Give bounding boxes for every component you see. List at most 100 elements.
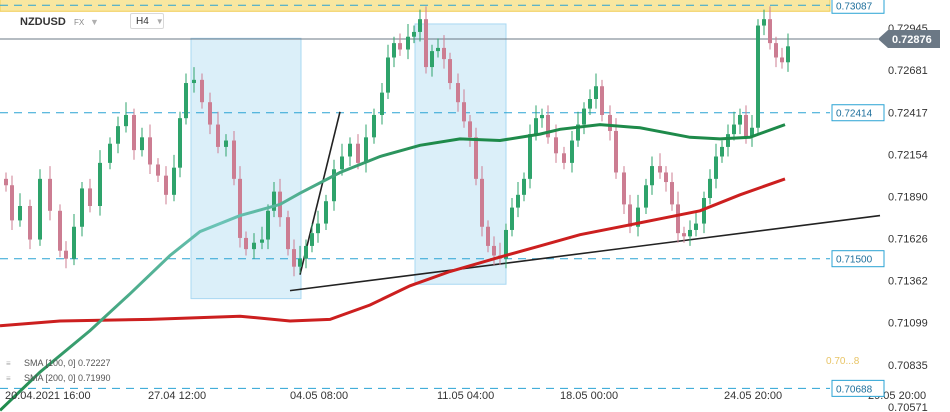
candle-body [708,178,712,199]
candle-body [216,124,220,147]
time-tick-label: 18.05 00:00 [560,390,618,402]
candle-body [468,121,472,138]
candle-body [172,167,176,195]
candle-body [424,19,428,68]
candle-body [310,233,314,246]
label-faded: 0.70...8 [826,356,860,367]
candle-body [252,242,256,250]
candle-body [738,114,742,125]
candle-body [462,102,466,122]
candle-body [594,86,598,100]
candle-body [418,19,422,32]
candle-body [238,178,242,238]
candle-body [316,223,320,234]
trendline [289,214,881,292]
candle-body [658,166,662,173]
candle-body [232,140,236,179]
candle-body [650,166,654,186]
candle-body [504,229,508,259]
candle-body [88,188,92,206]
label-support1-bg [831,104,885,122]
sma200-line [0,177,786,328]
candle-body [726,134,730,147]
candle-body [72,226,76,259]
candle-body [670,182,674,205]
candle-body [286,217,290,250]
candle-body [492,245,496,256]
candle-body [304,245,308,259]
candle-body [436,47,440,52]
candle-body [406,36,410,50]
chevron-down-icon: ▼ [155,16,164,26]
label-support2: 0.71500 [836,255,873,266]
candle-body [576,124,580,141]
candle-body [786,46,790,63]
candle-body [178,118,182,168]
legend-sma100-label: SMA [100, 0] 0.72227 [24,358,111,368]
candle-body [18,206,22,221]
candle-body [364,137,368,163]
candle-body [442,47,446,60]
candle-body [614,130,618,173]
candle-body [522,178,526,195]
candle-body [156,164,160,176]
candle-body [28,206,32,240]
price-tick-label: 0.70571 [888,402,928,412]
candle-body [480,178,484,227]
candle-body [430,51,434,68]
moving-averages [0,123,786,412]
price-tick-label: 0.72417 [888,107,928,119]
label-resistance: 0.73087 [836,1,873,12]
highlight-zone [414,23,507,285]
legend-sma200[interactable]: ≡ SMA [200, 0] 0.71990 [6,373,111,383]
drag-handle-icon[interactable]: ≡ [6,358,11,368]
candle-body [260,239,264,243]
price-tick-label: 0.72154 [888,149,928,161]
symbol-dropdown-icon[interactable]: ▼ [90,17,99,27]
candle-body [474,137,478,179]
candle-body [412,31,416,37]
legend-sma100[interactable]: ≡ SMA [100, 0] 0.72227 [6,358,111,368]
candle-body [356,143,360,163]
drag-handle-icon[interactable]: ≡ [6,373,11,383]
candle-body [694,223,698,230]
candle-body [164,175,168,195]
label-low-bg [831,379,885,397]
candle-body [386,57,390,93]
price-tick-label: 0.71890 [888,191,928,203]
candle-body [600,86,604,115]
candle-body [10,185,14,221]
highlight-zone [190,37,302,300]
candle-body [244,237,248,250]
time-tick-label: 20.04.2021 16:00 [5,390,91,402]
candle-body [64,250,68,259]
candle-body [380,92,384,115]
candle-body [340,156,344,170]
candle-body [644,185,648,208]
candle-body [124,114,128,127]
price-tick-label: 0.71362 [888,276,928,288]
candle-body [140,137,144,151]
candle-body [224,140,228,147]
candle-body [58,210,62,251]
candle-body [546,114,550,138]
candle-body [98,162,102,206]
candle-body [332,169,336,202]
label-current-bg [878,29,940,48]
candle-body [456,83,460,103]
candle-body [554,137,558,154]
candle-body [200,79,204,103]
label-support1: 0.72414 [836,109,873,120]
symbol-name[interactable]: NZDUSD [20,16,66,28]
candle-body [780,57,784,63]
timeframe-label: H4 [136,15,149,27]
candle-body [768,19,772,44]
timeframe-selector[interactable]: H4 ▼ [130,13,164,29]
candle-body [762,19,766,26]
price-axis: 0.729450.726810.724170.721540.718900.716… [888,23,928,412]
time-tick-label: 11.05 04:00 [437,390,494,402]
candle-body [774,43,778,58]
candle-body [192,79,196,84]
candle-body [682,233,686,237]
